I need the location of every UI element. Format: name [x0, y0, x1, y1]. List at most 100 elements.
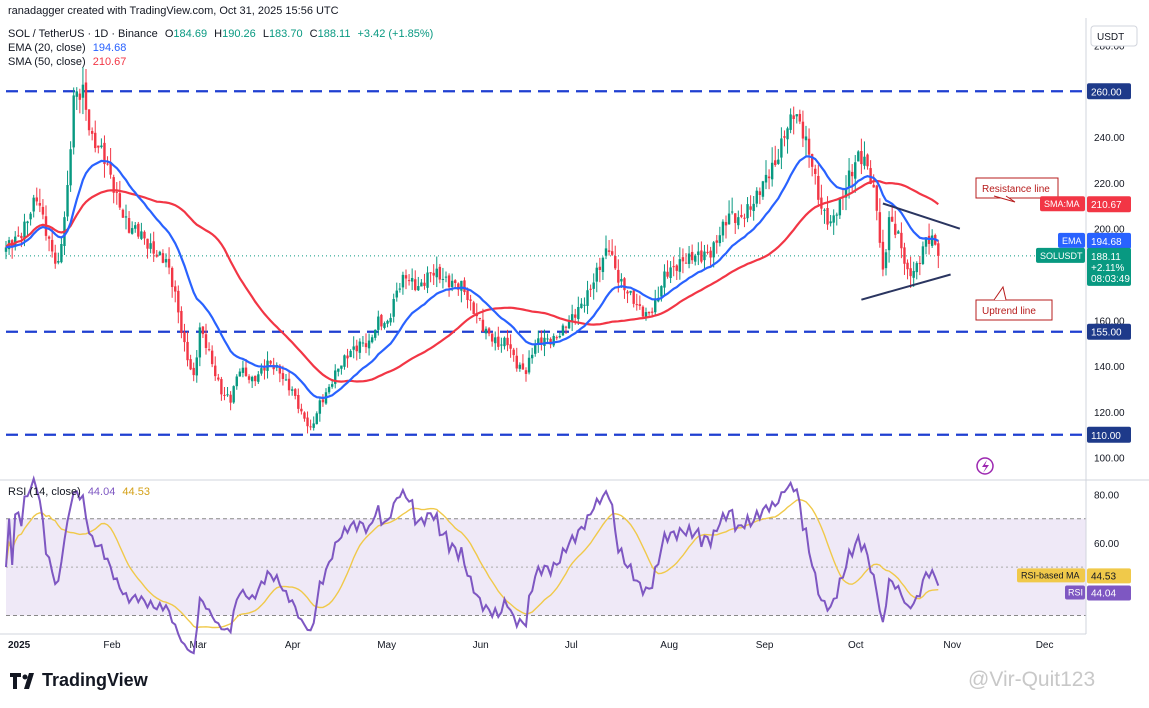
candle-body: [232, 386, 235, 403]
candle-body: [207, 349, 211, 351]
candle-body: [100, 145, 103, 148]
candle-body: [697, 251, 700, 256]
candle-body: [57, 261, 60, 263]
sma-legend[interactable]: SMA (50, close) 210.67: [8, 56, 130, 69]
candle-body: [937, 243, 940, 256]
candle-body: [297, 394, 300, 409]
candle-body: [423, 282, 426, 286]
symbol-title[interactable]: SOL / TetherUS · 1D · Binance: [8, 28, 158, 40]
candle-body: [72, 95, 75, 148]
open-label: O: [164, 28, 174, 40]
high-label: H: [214, 28, 223, 40]
candle-body: [78, 93, 82, 100]
rsi-y-tick-label: 80.00: [1094, 491, 1119, 502]
candle-body: [518, 364, 522, 369]
candle-body: [610, 251, 614, 255]
candle-body: [580, 303, 583, 308]
candle-body: [666, 271, 669, 277]
candle-body: [755, 190, 758, 204]
candle-body: [327, 386, 331, 393]
candle-body: [186, 341, 189, 361]
tradingview-logo[interactable]: TradingView: [10, 670, 148, 691]
candle-body: [383, 323, 386, 328]
candle-body: [124, 216, 128, 218]
candle-body: [503, 337, 506, 347]
candle-body: [309, 426, 312, 428]
candle-body: [826, 208, 829, 225]
candle-body: [389, 317, 392, 323]
x-tick-label: Nov: [943, 640, 961, 651]
candle-body: [130, 228, 134, 234]
candle-body: [484, 328, 488, 334]
candle-body: [149, 243, 152, 249]
candle-body: [260, 368, 263, 374]
candle-body: [906, 262, 909, 270]
candle-body: [758, 191, 762, 195]
candle-body: [352, 346, 355, 350]
sma-badge-tag-label: SMA:MA: [1044, 199, 1080, 209]
candle-body: [103, 142, 106, 165]
candle-body: [884, 252, 888, 269]
candle-body: [930, 235, 934, 246]
candle-body: [450, 280, 454, 287]
candle-body: [866, 154, 869, 167]
candle-body: [924, 237, 928, 247]
candle-body: [521, 363, 525, 370]
close-label: C: [309, 28, 318, 40]
candle-body: [386, 320, 389, 324]
tradingview-logo-icon: [10, 672, 34, 689]
candle-body: [364, 343, 368, 348]
candle-body: [195, 357, 198, 376]
candle-body: [561, 325, 565, 336]
candle-body: [235, 376, 238, 387]
rsi-legend[interactable]: RSI (14, close) 44.04 44.53: [8, 486, 154, 499]
candle-body: [189, 359, 192, 370]
candle-body: [820, 197, 823, 209]
candle-body: [721, 221, 725, 236]
candle-body: [426, 272, 429, 288]
rsi-ma-line: [5, 498, 939, 629]
candle-body: [595, 267, 598, 282]
x-tick-label: Mar: [190, 640, 208, 651]
candle-body: [764, 174, 768, 183]
watermark: @Vir-Quit123: [968, 668, 1096, 691]
annotation-box: [975, 299, 1053, 321]
candle-body: [23, 221, 26, 240]
candle-body: [706, 251, 709, 253]
level-badge: [1087, 323, 1131, 340]
candle-body: [574, 314, 577, 318]
candle-body: [198, 327, 202, 358]
current-badge-change: +2.11%: [1091, 263, 1125, 274]
candle-body: [318, 400, 322, 414]
candle-body: [583, 304, 586, 306]
candle-body: [761, 181, 765, 197]
candle-body: [700, 250, 703, 262]
candle-body: [589, 288, 592, 290]
rsi-line: [5, 475, 940, 655]
candle-body: [152, 241, 155, 254]
candle-body: [143, 231, 146, 239]
ema-legend[interactable]: EMA (20, close) 194.68: [8, 42, 130, 55]
candle-body: [558, 335, 562, 338]
ema-badge-tag: [1058, 232, 1085, 248]
candle-body: [69, 149, 72, 186]
candle-body: [109, 162, 112, 175]
candle-body: [170, 267, 174, 288]
candle-body: [174, 286, 177, 292]
candle-body: [417, 286, 420, 291]
candle-body: [900, 232, 903, 249]
candle-body: [644, 312, 648, 318]
candle-body: [281, 373, 285, 379]
candle-body: [303, 412, 306, 419]
sma-line: [5, 179, 939, 383]
candle-body: [180, 310, 183, 333]
candle-body: [647, 311, 651, 314]
annotation-pointer: [993, 195, 1016, 203]
candle-body: [767, 176, 771, 179]
candle-body: [798, 113, 802, 122]
candle-body: [367, 340, 371, 349]
candle-body: [441, 278, 445, 281]
candle-body: [540, 337, 543, 345]
candle-body: [897, 231, 900, 234]
candle-body: [678, 259, 682, 272]
